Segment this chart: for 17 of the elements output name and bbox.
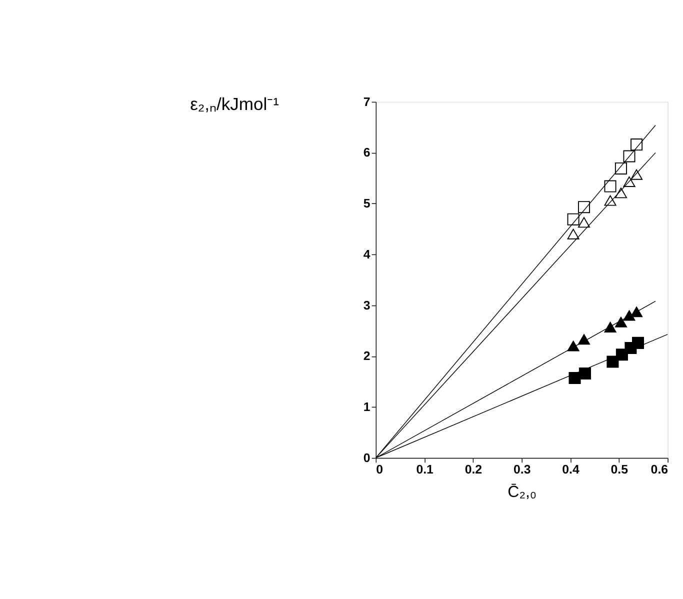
y-tick-label: 2 — [363, 349, 370, 364]
y-tick-label: 4 — [363, 247, 370, 262]
y-tick-label: 0 — [363, 450, 370, 465]
x-tick-label: 0.6 — [650, 462, 668, 477]
x-tick-label: 0 — [376, 462, 384, 477]
x-tick-label: 0.3 — [513, 462, 531, 477]
y-tick-label: 5 — [363, 196, 370, 211]
x-tick-label: 0.4 — [562, 462, 580, 477]
x-tick-label: 0.2 — [464, 462, 482, 477]
y-tick-label: 6 — [363, 146, 370, 160]
y-tick-label: 3 — [363, 298, 370, 312]
y-tick-label: 7 — [363, 94, 370, 109]
x-tick-label: 0.5 — [610, 462, 628, 477]
x-tick-label: 0.1 — [416, 462, 434, 477]
y-tick-label: 1 — [363, 400, 370, 414]
y-axis-title: ε₂,ₙ/kJmol⁻¹ — [190, 94, 280, 114]
x-axis-title: C̄₂,₀ — [508, 482, 537, 501]
